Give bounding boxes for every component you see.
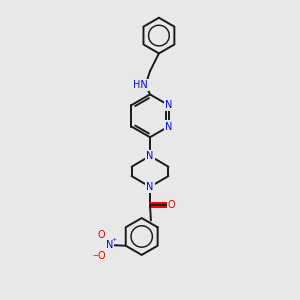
Text: N: N bbox=[146, 151, 154, 161]
Text: HN: HN bbox=[133, 80, 148, 90]
Text: −: − bbox=[92, 253, 98, 259]
Text: O: O bbox=[168, 200, 175, 210]
Text: O: O bbox=[97, 230, 105, 240]
Text: +: + bbox=[111, 237, 116, 242]
Text: O: O bbox=[97, 250, 105, 260]
Text: N: N bbox=[165, 122, 172, 131]
Text: N: N bbox=[146, 182, 154, 192]
Text: N: N bbox=[106, 240, 113, 250]
Text: N: N bbox=[165, 100, 172, 110]
